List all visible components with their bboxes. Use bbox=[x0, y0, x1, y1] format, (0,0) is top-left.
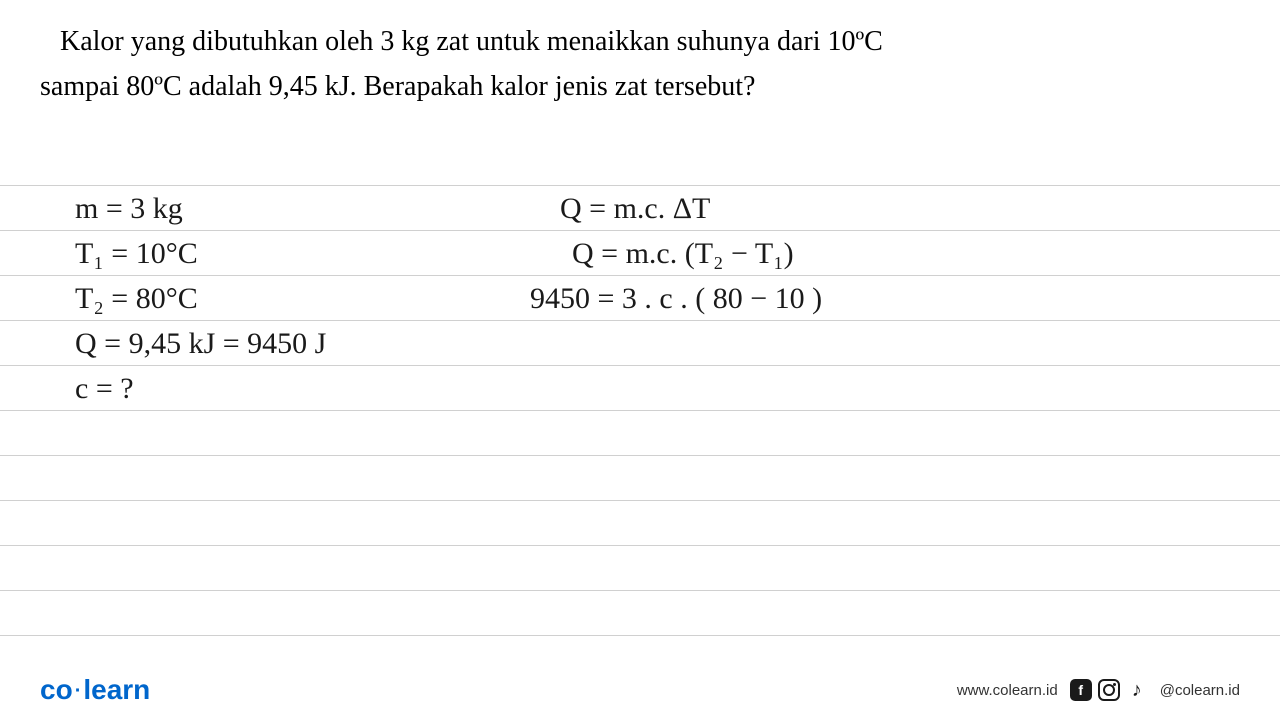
ruled-line bbox=[0, 455, 1280, 456]
facebook-icon: f bbox=[1070, 679, 1092, 701]
ruled-line bbox=[0, 275, 1280, 276]
ruled-line bbox=[0, 365, 1280, 366]
work-area: m = 3 kg T₁ = 10°C T₂ = 80°C Q = 9,45 kJ… bbox=[0, 165, 1280, 660]
ruled-line bbox=[0, 545, 1280, 546]
ruled-line bbox=[0, 500, 1280, 501]
logo-dot: · bbox=[75, 680, 82, 702]
tiktok-icon: ♪ bbox=[1126, 679, 1148, 701]
solution-eq3: 9450 = 3 . c . ( 80 − 10 ) bbox=[530, 282, 822, 316]
ruled-line bbox=[0, 230, 1280, 231]
footer-right: www.colearn.id f ♪ @colearn.id bbox=[957, 679, 1240, 701]
logo-learn: learn bbox=[83, 674, 150, 705]
given-mass: m = 3 kg bbox=[75, 192, 183, 226]
logo-co: co bbox=[40, 674, 73, 705]
logo: co·learn bbox=[40, 674, 150, 706]
website-url: www.colearn.id bbox=[957, 682, 1058, 699]
given-t2: T₂ = 80°C bbox=[75, 282, 198, 316]
ruled-line bbox=[0, 185, 1280, 186]
social-icons: f ♪ bbox=[1070, 679, 1148, 701]
question-area: Kalor yang dibutuhkan oleh 3 kg zat untu… bbox=[0, 0, 1280, 120]
footer: co·learn www.colearn.id f ♪ @colearn.id bbox=[0, 660, 1280, 720]
given-c: c = ? bbox=[75, 372, 134, 406]
given-q: Q = 9,45 kJ = 9450 J bbox=[75, 327, 326, 361]
question-line-2: sampai 80ºC adalah 9,45 kJ. Berapakah ka… bbox=[40, 65, 1240, 110]
ruled-line bbox=[0, 410, 1280, 411]
solution-eq1: Q = m.c. ΔT bbox=[560, 192, 710, 226]
social-handle: @colearn.id bbox=[1160, 682, 1240, 699]
ruled-line bbox=[0, 590, 1280, 591]
question-line-1: Kalor yang dibutuhkan oleh 3 kg zat untu… bbox=[40, 20, 1240, 65]
solution-eq2: Q = m.c. (T₂ − T₁) bbox=[572, 237, 794, 271]
instagram-icon bbox=[1098, 679, 1120, 701]
ruled-line bbox=[0, 320, 1280, 321]
ruled-line bbox=[0, 635, 1280, 636]
given-t1: T₁ = 10°C bbox=[75, 237, 198, 271]
